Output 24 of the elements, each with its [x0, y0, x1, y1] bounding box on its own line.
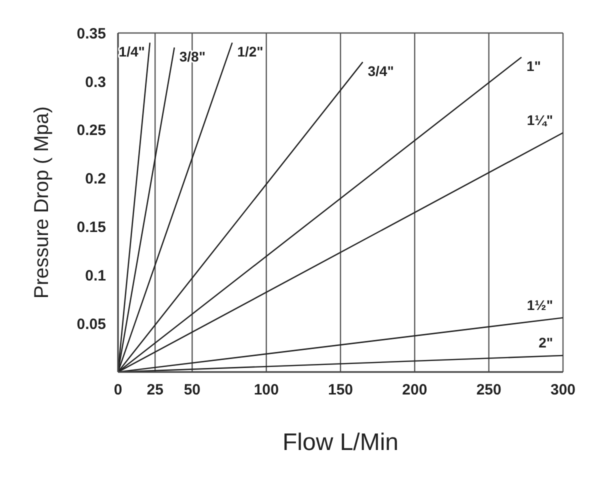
x-tick-label: 50: [184, 382, 201, 399]
series-label: 1½": [526, 296, 553, 313]
series-label: 1/4": [118, 44, 145, 60]
y-tick-label: 0.35: [76, 25, 106, 42]
x-axis-title: Flow L/Min: [282, 429, 399, 456]
x-tick-label: 150: [328, 382, 354, 399]
y-tick-label: 0.3: [85, 74, 106, 91]
x-tick-label: 0: [114, 382, 122, 399]
x-tick-label: 100: [254, 382, 279, 399]
y-tick-label: 0.1: [85, 267, 106, 284]
y-tick-label: 0.05: [76, 316, 106, 333]
y-tick-label: 0.15: [76, 219, 106, 236]
x-tick-label: 250: [476, 382, 502, 399]
y-axis-title: Pressure Drop ( Mpa): [31, 106, 53, 299]
x-tick-label: 25: [146, 382, 164, 399]
series-label: 3/4": [368, 63, 394, 80]
x-tick-label: 200: [402, 382, 428, 399]
y-tick-label: 0.2: [85, 170, 106, 188]
series-label: 1¼": [526, 112, 553, 128]
x-tick-label: 300: [550, 382, 576, 399]
series-label: 1/2": [237, 44, 264, 60]
series-label: 1": [526, 58, 541, 74]
y-tick-label: 0.25: [76, 122, 106, 140]
series-label: 2": [538, 334, 553, 351]
